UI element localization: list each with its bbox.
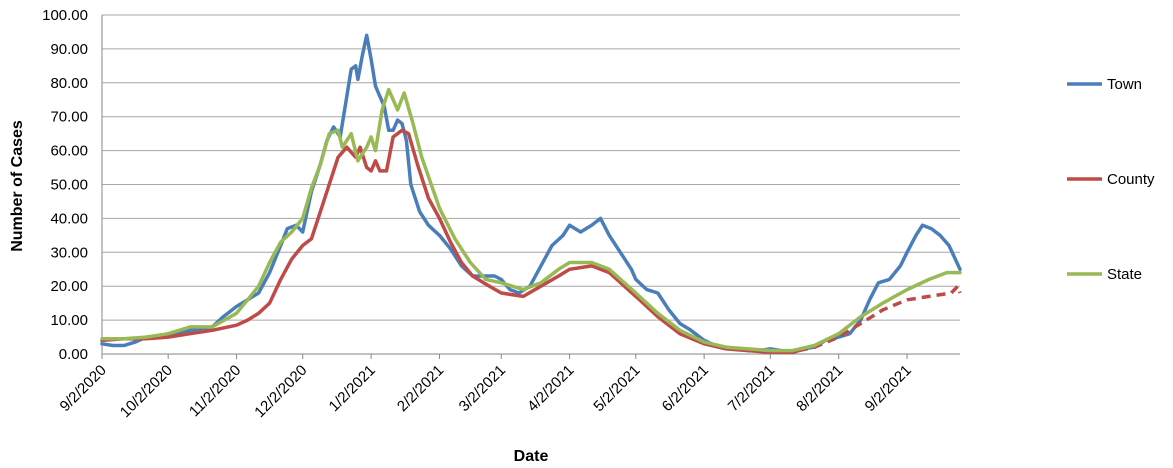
y-axis-title: Number of Cases (9, 120, 26, 252)
y-axis-ticks: 0.00 10.00 20.00 30.00 40.00 50.00 60.00 70.00 8… (42, 7, 88, 363)
y-tick-label: 80.00 (50, 75, 88, 92)
y-tick-label: 50.00 (50, 177, 88, 194)
y-tick-label: 0.00 (59, 346, 88, 363)
x-axis-ticks: 9/2/2020 10/2/2020 11/2/2020 12/2/2020 1/2/2… (57, 354, 915, 421)
x-tick-label: 11/2/2020 (186, 362, 244, 420)
legend-label-county: County (1107, 171, 1155, 188)
x-tick-label: 7/2/2021 (725, 362, 778, 415)
legend-label-town: Town (1107, 76, 1142, 93)
x-tick-label: 9/2/2021 (862, 362, 915, 415)
x-tick-label: 12/2/2020 (251, 362, 310, 421)
x-axis-title: Date (514, 448, 549, 465)
legend-label-state: State (1107, 266, 1142, 283)
y-tick-label: 20.00 (50, 278, 88, 295)
x-tick-label: 2/2/2021 (394, 362, 447, 415)
x-tick-label: 3/2/2021 (456, 362, 509, 415)
gridlines (101, 14, 960, 355)
y-tick-label: 70.00 (50, 109, 88, 126)
x-tick-label: 9/2/2020 (57, 362, 110, 415)
y-tick-label: 90.00 (50, 41, 88, 58)
series-lines (100, 33, 962, 355)
series-line-county (100, 128, 801, 355)
series-line-state (100, 87, 962, 353)
legend: Town County State (1067, 76, 1155, 283)
y-tick-label: 40.00 (50, 210, 88, 227)
x-tick-label: 8/2/2021 (793, 362, 846, 415)
series-line-county-dashed (798, 284, 962, 353)
x-tick-label: 4/2/2021 (524, 362, 577, 415)
y-tick-label: 60.00 (50, 143, 88, 160)
x-tick-label: 5/2/2021 (590, 362, 643, 415)
y-tick-label: 10.00 (50, 312, 88, 329)
x-tick-label: 6/2/2021 (659, 362, 712, 415)
y-tick-label: 100.00 (42, 7, 88, 24)
x-tick-label: 1/2/2021 (326, 362, 379, 415)
x-tick-label: 10/2/2020 (117, 362, 176, 421)
y-tick-label: 30.00 (50, 244, 88, 261)
